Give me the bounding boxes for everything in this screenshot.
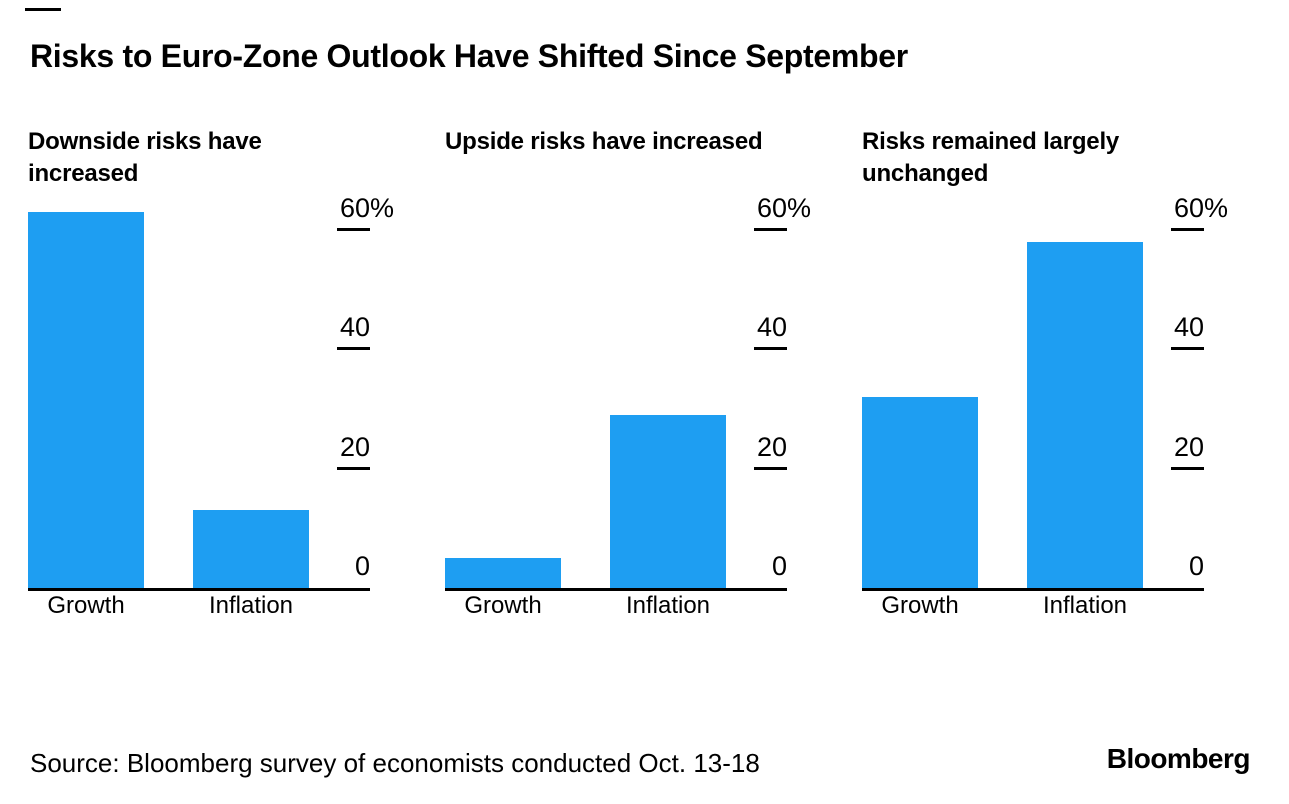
- chart-panel: Upside risks have increased 60% 40 20 0 Grow…: [445, 126, 817, 619]
- y-tick-value: 60: [756, 193, 787, 223]
- y-tick-value: 40: [339, 312, 370, 343]
- source-note: Source: Bloomberg survey of economists c…: [30, 748, 760, 778]
- y-tick-value: 0: [354, 551, 370, 581]
- category-label: Inflation: [1042, 592, 1128, 619]
- y-axis-unit: %: [787, 193, 812, 223]
- y-tick-mark: [337, 466, 370, 470]
- y-tick-value: 40: [756, 312, 787, 343]
- y-tick-label: 60%: [1173, 193, 1228, 223]
- y-tick-label: 0: [1189, 552, 1204, 580]
- y-tick-mark: [337, 347, 370, 351]
- x-axis-line: [28, 588, 370, 591]
- y-tick-label: 40: [757, 313, 787, 341]
- y-tick-value: 20: [339, 431, 370, 462]
- y-tick-value: 0: [1188, 551, 1204, 581]
- y-tick-mark: [1171, 466, 1204, 470]
- y-tick-label: 60%: [339, 193, 394, 223]
- x-axis-line: [862, 588, 1204, 591]
- bar-inflation: [610, 414, 726, 588]
- y-tick-label: 20: [1174, 433, 1204, 461]
- y-tick-label: 20: [757, 433, 787, 461]
- bar-inflation: [1027, 241, 1143, 588]
- category-label: Growth: [47, 592, 125, 619]
- bar-growth: [445, 558, 561, 588]
- y-tick-value: 0: [771, 551, 787, 581]
- panel-subtitle: Downside risks have increased: [28, 128, 262, 187]
- y-tick-mark: [754, 466, 787, 470]
- category-label: Growth: [464, 592, 542, 619]
- top-rule-dash: [25, 8, 61, 11]
- y-axis-unit: %: [370, 193, 395, 223]
- chart-title: Risks to Euro-Zone Outlook Have Shifted …: [30, 38, 908, 74]
- bloomberg-logo: Bloomberg: [1106, 743, 1251, 774]
- y-tick-value: 20: [1173, 431, 1204, 462]
- y-tick-mark: [1171, 347, 1204, 351]
- y-tick-mark: [1171, 228, 1204, 231]
- panel-subtitle: Upside risks have increased: [445, 128, 763, 155]
- y-tick-label: 0: [355, 552, 370, 580]
- y-tick-mark: [754, 228, 787, 231]
- y-tick-label: 40: [340, 313, 370, 341]
- y-tick-label: 40: [1174, 313, 1204, 341]
- y-tick-mark: [754, 347, 787, 351]
- y-tick-label: 60%: [756, 193, 811, 223]
- y-axis-unit: %: [1204, 193, 1229, 223]
- panel-subtitle: Risks remained largely unchanged: [862, 128, 1120, 187]
- category-label: Inflation: [208, 592, 294, 619]
- bar-plot: 60% 40 20 0 Growth Inflation: [862, 194, 1228, 619]
- chart-panels: Downside risks have increased 60% 40 20 0 Gr…: [28, 126, 1234, 619]
- category-label: Inflation: [625, 592, 711, 619]
- bar-growth: [862, 397, 978, 588]
- y-tick-value: 60: [339, 193, 370, 223]
- y-tick-mark: [337, 228, 370, 231]
- chart-panel: Downside risks have increased 60% 40 20 0 Gr…: [28, 126, 400, 619]
- y-tick-label: 0: [772, 552, 787, 580]
- y-tick-value: 40: [1173, 312, 1204, 343]
- y-tick-value: 60: [1173, 193, 1204, 223]
- bar-growth: [28, 212, 144, 588]
- y-tick-label: 20: [340, 433, 370, 461]
- bar-inflation: [193, 510, 309, 588]
- bar-plot: 60% 40 20 0 Growth Inflation: [445, 194, 811, 619]
- y-tick-value: 20: [756, 431, 787, 462]
- x-axis-line: [445, 588, 787, 591]
- category-label: Growth: [881, 592, 959, 619]
- bar-plot: 60% 40 20 0 Growth Inflation: [28, 194, 394, 619]
- chart-panel: Risks remained largely unchanged 60% 40 20…: [862, 126, 1234, 619]
